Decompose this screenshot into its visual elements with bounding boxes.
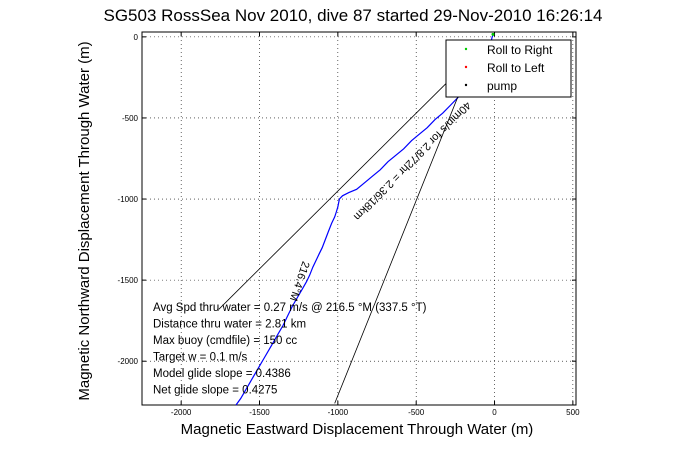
annotation-line: Distance thru water = 2.81 km	[153, 319, 306, 331]
legend-marker	[464, 65, 468, 69]
annotation-line: Model glide slope = 0.4386	[153, 368, 291, 380]
annotation-block: Avg Spd thru water = 0.27 m/s @ 216.5 °M…	[153, 302, 427, 397]
x-tick-label: -500	[408, 408, 425, 417]
x-axis-label: Magnetic Eastward Displacement Through W…	[181, 421, 534, 438]
legend-marker	[464, 83, 468, 87]
annotation-line: Target w = 0.1 m/s	[153, 352, 248, 364]
x-tick-label: 500	[566, 408, 580, 417]
y-tick-label: -1000	[118, 195, 139, 204]
y-tick-label: -2000	[118, 357, 139, 366]
start-marker	[491, 32, 495, 36]
bearing-line-1	[218, 75, 455, 310]
legend-label: Roll to Right	[487, 43, 553, 57]
y-tick-label: -500	[122, 114, 139, 123]
trajectory-line	[235, 33, 495, 406]
legend-marker	[464, 47, 468, 51]
annotation-line: Avg Spd thru water = 0.27 m/s @ 216.5 °M…	[153, 302, 427, 314]
x-tick-label: -2000	[171, 408, 192, 417]
y-tick-label: -1500	[118, 276, 139, 285]
x-tick-label: -1500	[249, 408, 270, 417]
y-tick-label: 0	[134, 33, 139, 42]
chart-title: SG503 RossSea Nov 2010, dive 87 started …	[104, 6, 603, 25]
axis-ticks: -2000 -1500 -1000 -500 0 500 0 -500 -1000 -1500 -2…	[118, 32, 580, 417]
grid-lines	[142, 32, 576, 405]
legend: Roll to Right Roll to Left pump	[445, 39, 572, 98]
legend-label: pump	[487, 79, 517, 93]
x-tick-label: -1000	[328, 408, 349, 417]
y-axis-label: Magnetic Northward Displacement Through …	[76, 41, 93, 400]
series-layer	[218, 32, 495, 406]
annotation-line: Net glide slope = 0.4275	[153, 385, 277, 397]
legend-label: Roll to Left	[487, 61, 545, 75]
x-tick-label: 0	[492, 408, 497, 417]
annotation-line: Max buoy (cmdfile) = 150 cc	[153, 335, 297, 347]
bearing-line-2	[334, 75, 467, 404]
